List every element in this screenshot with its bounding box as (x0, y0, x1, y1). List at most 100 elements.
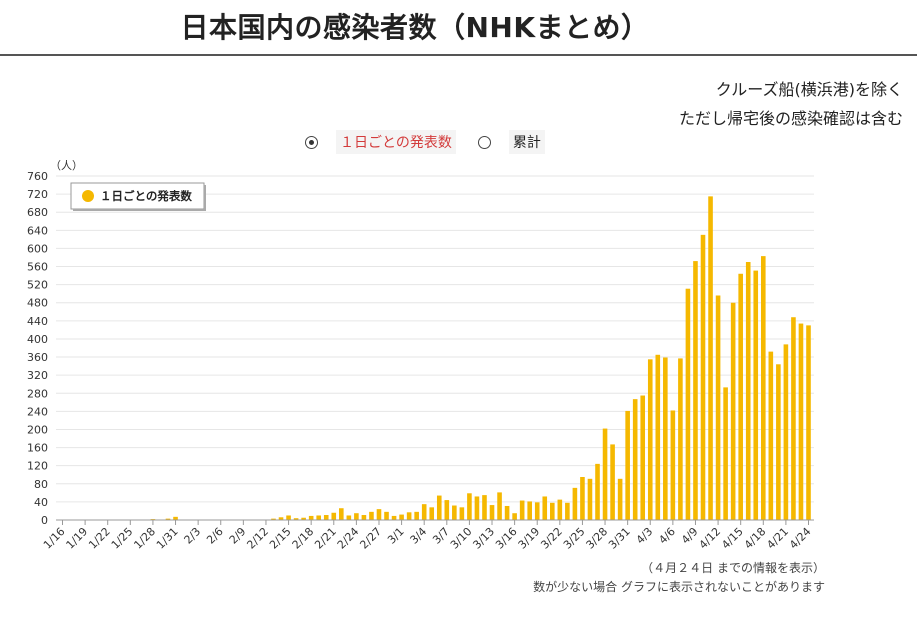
bar (331, 512, 337, 520)
x-tick-label: 3/13 (470, 525, 497, 552)
bar (467, 493, 472, 520)
bar (512, 513, 517, 520)
inclusion-note: ただし帰宅後の感染確認は含む (678, 109, 903, 128)
x-tick-label: 3/28 (584, 525, 611, 552)
x-tick-label: 2/9 (227, 525, 249, 547)
bar (293, 518, 299, 520)
x-tick-label: 4/15 (719, 525, 746, 552)
legend-marker-icon (82, 190, 94, 202)
bar (346, 515, 352, 520)
bar (489, 505, 495, 520)
bar (474, 496, 480, 520)
bar (527, 501, 532, 520)
bar (693, 261, 698, 520)
bar (617, 478, 623, 520)
x-tick-label: 3/1 (385, 525, 407, 547)
x-tick-label: 4/21 (764, 525, 791, 552)
x-axis: 1/161/191/221/251/281/31 2/3 2/6 2/92/122/1… (41, 519, 814, 552)
cumulative-radio[interactable] (477, 135, 491, 149)
bar (738, 273, 743, 520)
y-tick-label: 440 (27, 315, 48, 328)
bar (760, 256, 766, 520)
x-tick-label: 4/9 (679, 525, 701, 547)
bar (308, 515, 314, 520)
bar (715, 295, 721, 520)
x-tick-label: 3/19 (516, 525, 543, 552)
bar (376, 509, 382, 520)
bar (776, 364, 781, 520)
legend-label: １日ごとの発表数 (100, 189, 192, 203)
x-tick-label: 2/18 (290, 525, 317, 552)
y-tick-label: 680 (27, 206, 48, 219)
bar (444, 500, 450, 520)
x-tick-label: 2/15 (267, 525, 294, 552)
bar (565, 502, 570, 520)
bar (602, 428, 608, 520)
bar (550, 502, 555, 520)
x-tick-label: 4/12 (697, 525, 724, 552)
bar (497, 492, 502, 520)
bar (557, 499, 563, 520)
bar (595, 463, 600, 520)
exclusion-note: クルーズ船(横浜港)を除く (715, 80, 903, 99)
x-tick-label: 2/3 (182, 525, 204, 547)
x-tick-label: 3/16 (493, 525, 520, 552)
bar (504, 505, 510, 520)
bar-series (60, 196, 811, 520)
bar (459, 507, 465, 520)
x-tick-label: 1/19 (64, 525, 91, 552)
bar (678, 358, 683, 520)
x-tick-label: 3/4 (408, 525, 430, 547)
bar (316, 515, 321, 520)
bar (723, 387, 728, 520)
x-tick-label: 1/28 (131, 525, 158, 552)
x-tick-label: 2/12 (244, 525, 271, 552)
cumulative-mode-label[interactable]: 累計 (508, 130, 545, 154)
daily-radio[interactable] (305, 135, 318, 149)
bar (647, 359, 653, 520)
data-date-footnote: （４月２４日 までの情報を表示） (641, 561, 825, 575)
y-tick-label: 600 (27, 242, 48, 255)
x-tick-label: 3/31 (606, 525, 633, 552)
small-values-footnote: 数が少ない場合 グラフに表示されないことがあります (533, 580, 825, 594)
y-tick-label: 240 (27, 405, 48, 418)
y-tick-label: 720 (27, 188, 48, 201)
x-tick-label: 2/24 (335, 525, 362, 552)
x-tick-label: 1/16 (41, 525, 68, 552)
bar (482, 495, 487, 520)
bar (165, 518, 171, 520)
bar (685, 288, 691, 520)
y-axis: 0 40 80 120 160 200 240 280 320 360 400 440 480 520 56… (27, 170, 48, 527)
x-tick-label: 2/27 (357, 525, 384, 552)
y-tick-label: 360 (27, 351, 48, 364)
bar (663, 357, 668, 520)
y-tick-label: 280 (27, 387, 48, 400)
bar (610, 444, 615, 520)
y-tick-label: 120 (27, 460, 48, 473)
bar (700, 234, 706, 520)
x-tick-label: 2/6 (204, 525, 226, 547)
y-tick-label: 400 (27, 333, 48, 346)
y-tick-label: 320 (27, 369, 48, 382)
x-tick-label: 4/18 (742, 525, 769, 552)
title-divider (0, 54, 917, 56)
bar (587, 478, 593, 520)
bar (534, 502, 540, 520)
y-tick-label: 160 (27, 442, 48, 455)
bar (670, 410, 676, 520)
bar (354, 513, 359, 520)
daily-mode-label[interactable]: １日ごとの発表数 (336, 130, 456, 154)
bar (414, 511, 419, 520)
x-tick-label: 4/3 (634, 525, 656, 547)
bar (173, 516, 178, 520)
bar (753, 270, 759, 520)
x-tick-label: 1/25 (109, 525, 136, 552)
bar (406, 512, 412, 520)
y-tick-label: 520 (27, 279, 48, 292)
bar (323, 515, 329, 520)
bar (730, 302, 736, 520)
bar (580, 477, 585, 520)
bar (150, 519, 156, 520)
bar (421, 504, 427, 520)
x-tick-label: 3/25 (561, 525, 588, 552)
